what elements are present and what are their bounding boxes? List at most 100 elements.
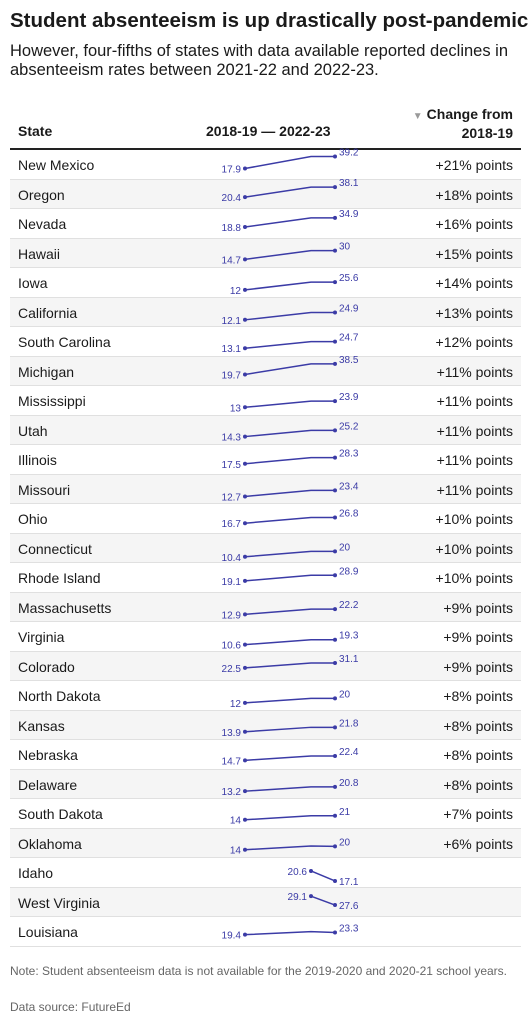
end-point: [333, 427, 337, 432]
end-point: [333, 753, 337, 758]
column-header-range[interactable]: 2018-19 — 2022-23: [206, 123, 331, 139]
state-name: Connecticut: [18, 540, 92, 557]
state-name: South Dakota: [18, 806, 103, 822]
table-row: Rhode Island 19.1 28.9 +10% points: [10, 563, 521, 593]
sparkline-path: [244, 217, 335, 228]
sparkline: 14.7 30: [222, 241, 351, 266]
column-header-change[interactable]: ▼ Change from 2018-19: [413, 106, 513, 142]
sparkline: 18.8 34.9: [222, 209, 359, 234]
start-value-label: 14.3: [222, 432, 242, 443]
end-point: [333, 455, 337, 460]
sparkline: 13.9 21.8: [222, 718, 359, 738]
state-name: Oklahoma: [18, 835, 82, 852]
start-point: [243, 665, 247, 670]
end-value-label: 21.8: [339, 718, 359, 729]
state-name: South Carolina: [18, 334, 111, 350]
start-value-label: 19.4: [222, 931, 242, 942]
end-point: [333, 154, 337, 159]
start-value-label: 29.1: [288, 892, 308, 903]
sparkline-path: [244, 281, 335, 291]
sparkline: 10.6 19.3: [222, 631, 359, 652]
table-row: California 12.1 24.9 +13% points: [10, 297, 521, 327]
table-row: Nebraska 14.7 22.4 +8% points: [10, 740, 521, 770]
start-value-label: 22.5: [222, 663, 242, 674]
start-value-label: 16.7: [222, 519, 242, 530]
end-value-label: 25.6: [339, 273, 359, 284]
sparkline: 13 23.9: [230, 392, 359, 414]
state-name: Utah: [18, 422, 48, 439]
chart-subtitle: However, four-fifths of states with data…: [10, 42, 509, 79]
start-value-label: 13.2: [222, 787, 242, 798]
sparkline-path: [244, 155, 335, 170]
sparkline-path: [244, 638, 335, 646]
sparkline-path: [244, 785, 335, 792]
start-point: [243, 817, 247, 822]
end-value-label: 23.3: [339, 923, 359, 934]
table-row: Nevada 18.8 34.9 +16% points: [10, 209, 521, 239]
state-name: Missouri: [18, 481, 71, 498]
start-point: [309, 893, 313, 898]
change-value: +8% points: [443, 776, 513, 793]
change-value: +15% points: [435, 245, 513, 262]
change-value: +9% points: [443, 629, 513, 645]
end-point: [333, 784, 337, 789]
state-name: Idaho: [18, 865, 54, 881]
table-row: Connecticut 10.4 20 +10% points: [10, 533, 521, 563]
end-value-label: 23.9: [339, 392, 359, 403]
state-name: Colorado: [18, 658, 75, 675]
change-value: +11% points: [436, 422, 513, 439]
sparkline-path: [244, 930, 336, 936]
end-value-label: 28.3: [339, 449, 359, 460]
change-value: +7% points: [443, 806, 513, 822]
change-value: +18% points: [435, 186, 513, 203]
end-point: [333, 280, 337, 285]
state-name: Massachusetts: [18, 599, 112, 616]
state-name: Kansas: [18, 717, 65, 734]
end-point: [333, 548, 337, 553]
change-value: +21% points: [435, 157, 513, 173]
footnote: Note: Student absenteeism data is not av…: [10, 964, 507, 978]
change-value: +10% points: [435, 511, 513, 527]
column-header-change-line2: 2018-19: [461, 125, 513, 141]
triangle-down-icon: ▼: [412, 111, 423, 122]
change-value: +11% points: [436, 481, 513, 498]
end-value-label: 24.9: [339, 303, 359, 314]
start-point: [243, 729, 247, 734]
end-value-label: 20: [339, 689, 351, 700]
change-value: +8% points: [443, 747, 513, 763]
table-row: Missouri 12.7 23.4 +11% points: [10, 474, 521, 504]
end-point: [333, 606, 337, 611]
column-header-state[interactable]: State: [18, 123, 53, 139]
sparkline-path: [244, 550, 335, 558]
sparkline-path: [244, 516, 335, 524]
end-point: [333, 184, 337, 189]
sparkline-path: [244, 400, 335, 409]
start-value-label: 14: [230, 845, 242, 856]
start-value-label: 13.9: [222, 727, 242, 738]
sparkline: 10.4 20: [222, 542, 351, 563]
sparkline: 19.7 38.5: [222, 354, 359, 381]
start-value-label: 13.1: [222, 344, 242, 355]
end-point: [333, 339, 337, 344]
table-row: Massachusetts 12.9 22.2 +9% points: [10, 592, 521, 622]
end-point: [333, 696, 337, 701]
end-point: [333, 515, 337, 520]
end-value-label: 39.2: [339, 147, 359, 158]
start-point: [243, 642, 247, 647]
start-value-label: 14.7: [222, 756, 242, 767]
start-point: [243, 256, 247, 261]
start-point: [243, 317, 247, 322]
table-row: Idaho 20.6 17.1: [10, 858, 521, 888]
table-row: South Carolina 13.1 24.7 +12% points: [10, 327, 521, 357]
column-header-change-line1: Change from: [426, 106, 513, 122]
sparkline: 20.4 38.1: [222, 178, 359, 204]
state-name: Louisiana: [18, 924, 78, 940]
sparkline-path: [244, 456, 335, 465]
end-value-label: 20.8: [339, 777, 359, 788]
start-point: [243, 521, 247, 526]
sparkline: 12.1 24.9: [222, 303, 359, 326]
table-row: West Virginia 29.1 27.6: [10, 887, 521, 917]
sparkline: 14.7 22.4: [222, 747, 359, 767]
start-value-label: 12: [230, 699, 242, 710]
data-source: Data source: FutureEd: [10, 1000, 131, 1014]
